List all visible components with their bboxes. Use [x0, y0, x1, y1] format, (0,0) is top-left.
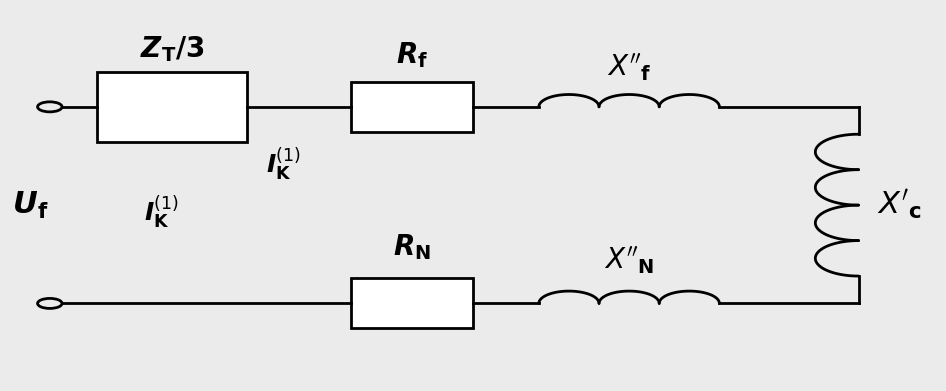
Bar: [96, 72, 247, 142]
Text: $\boldsymbol{X'}_\mathbf{c}$: $\boldsymbol{X'}_\mathbf{c}$: [877, 188, 922, 222]
Text: $\boldsymbol{X''}_\mathbf{f}$: $\boldsymbol{X''}_\mathbf{f}$: [606, 52, 652, 83]
Bar: [351, 278, 473, 328]
Text: $\boldsymbol{R}_\mathbf{f}$: $\boldsymbol{R}_\mathbf{f}$: [395, 40, 428, 70]
Text: $\boldsymbol{I}_\mathbf{K}^{(1)}$: $\boldsymbol{I}_\mathbf{K}^{(1)}$: [266, 146, 301, 183]
Text: $\boldsymbol{I}_\mathbf{K}^{(1)}$: $\boldsymbol{I}_\mathbf{K}^{(1)}$: [144, 194, 179, 231]
Text: $\boldsymbol{X''}_\mathbf{N}$: $\boldsymbol{X''}_\mathbf{N}$: [604, 244, 655, 276]
Text: $\boldsymbol{Z}_\mathbf{T}\mathbf{/3}$: $\boldsymbol{Z}_\mathbf{T}\mathbf{/3}$: [140, 34, 204, 64]
Bar: [351, 82, 473, 132]
Text: $\boldsymbol{U}_\mathbf{f}$: $\boldsymbol{U}_\mathbf{f}$: [12, 190, 48, 221]
Text: $\boldsymbol{R}_\mathbf{N}$: $\boldsymbol{R}_\mathbf{N}$: [393, 233, 431, 262]
